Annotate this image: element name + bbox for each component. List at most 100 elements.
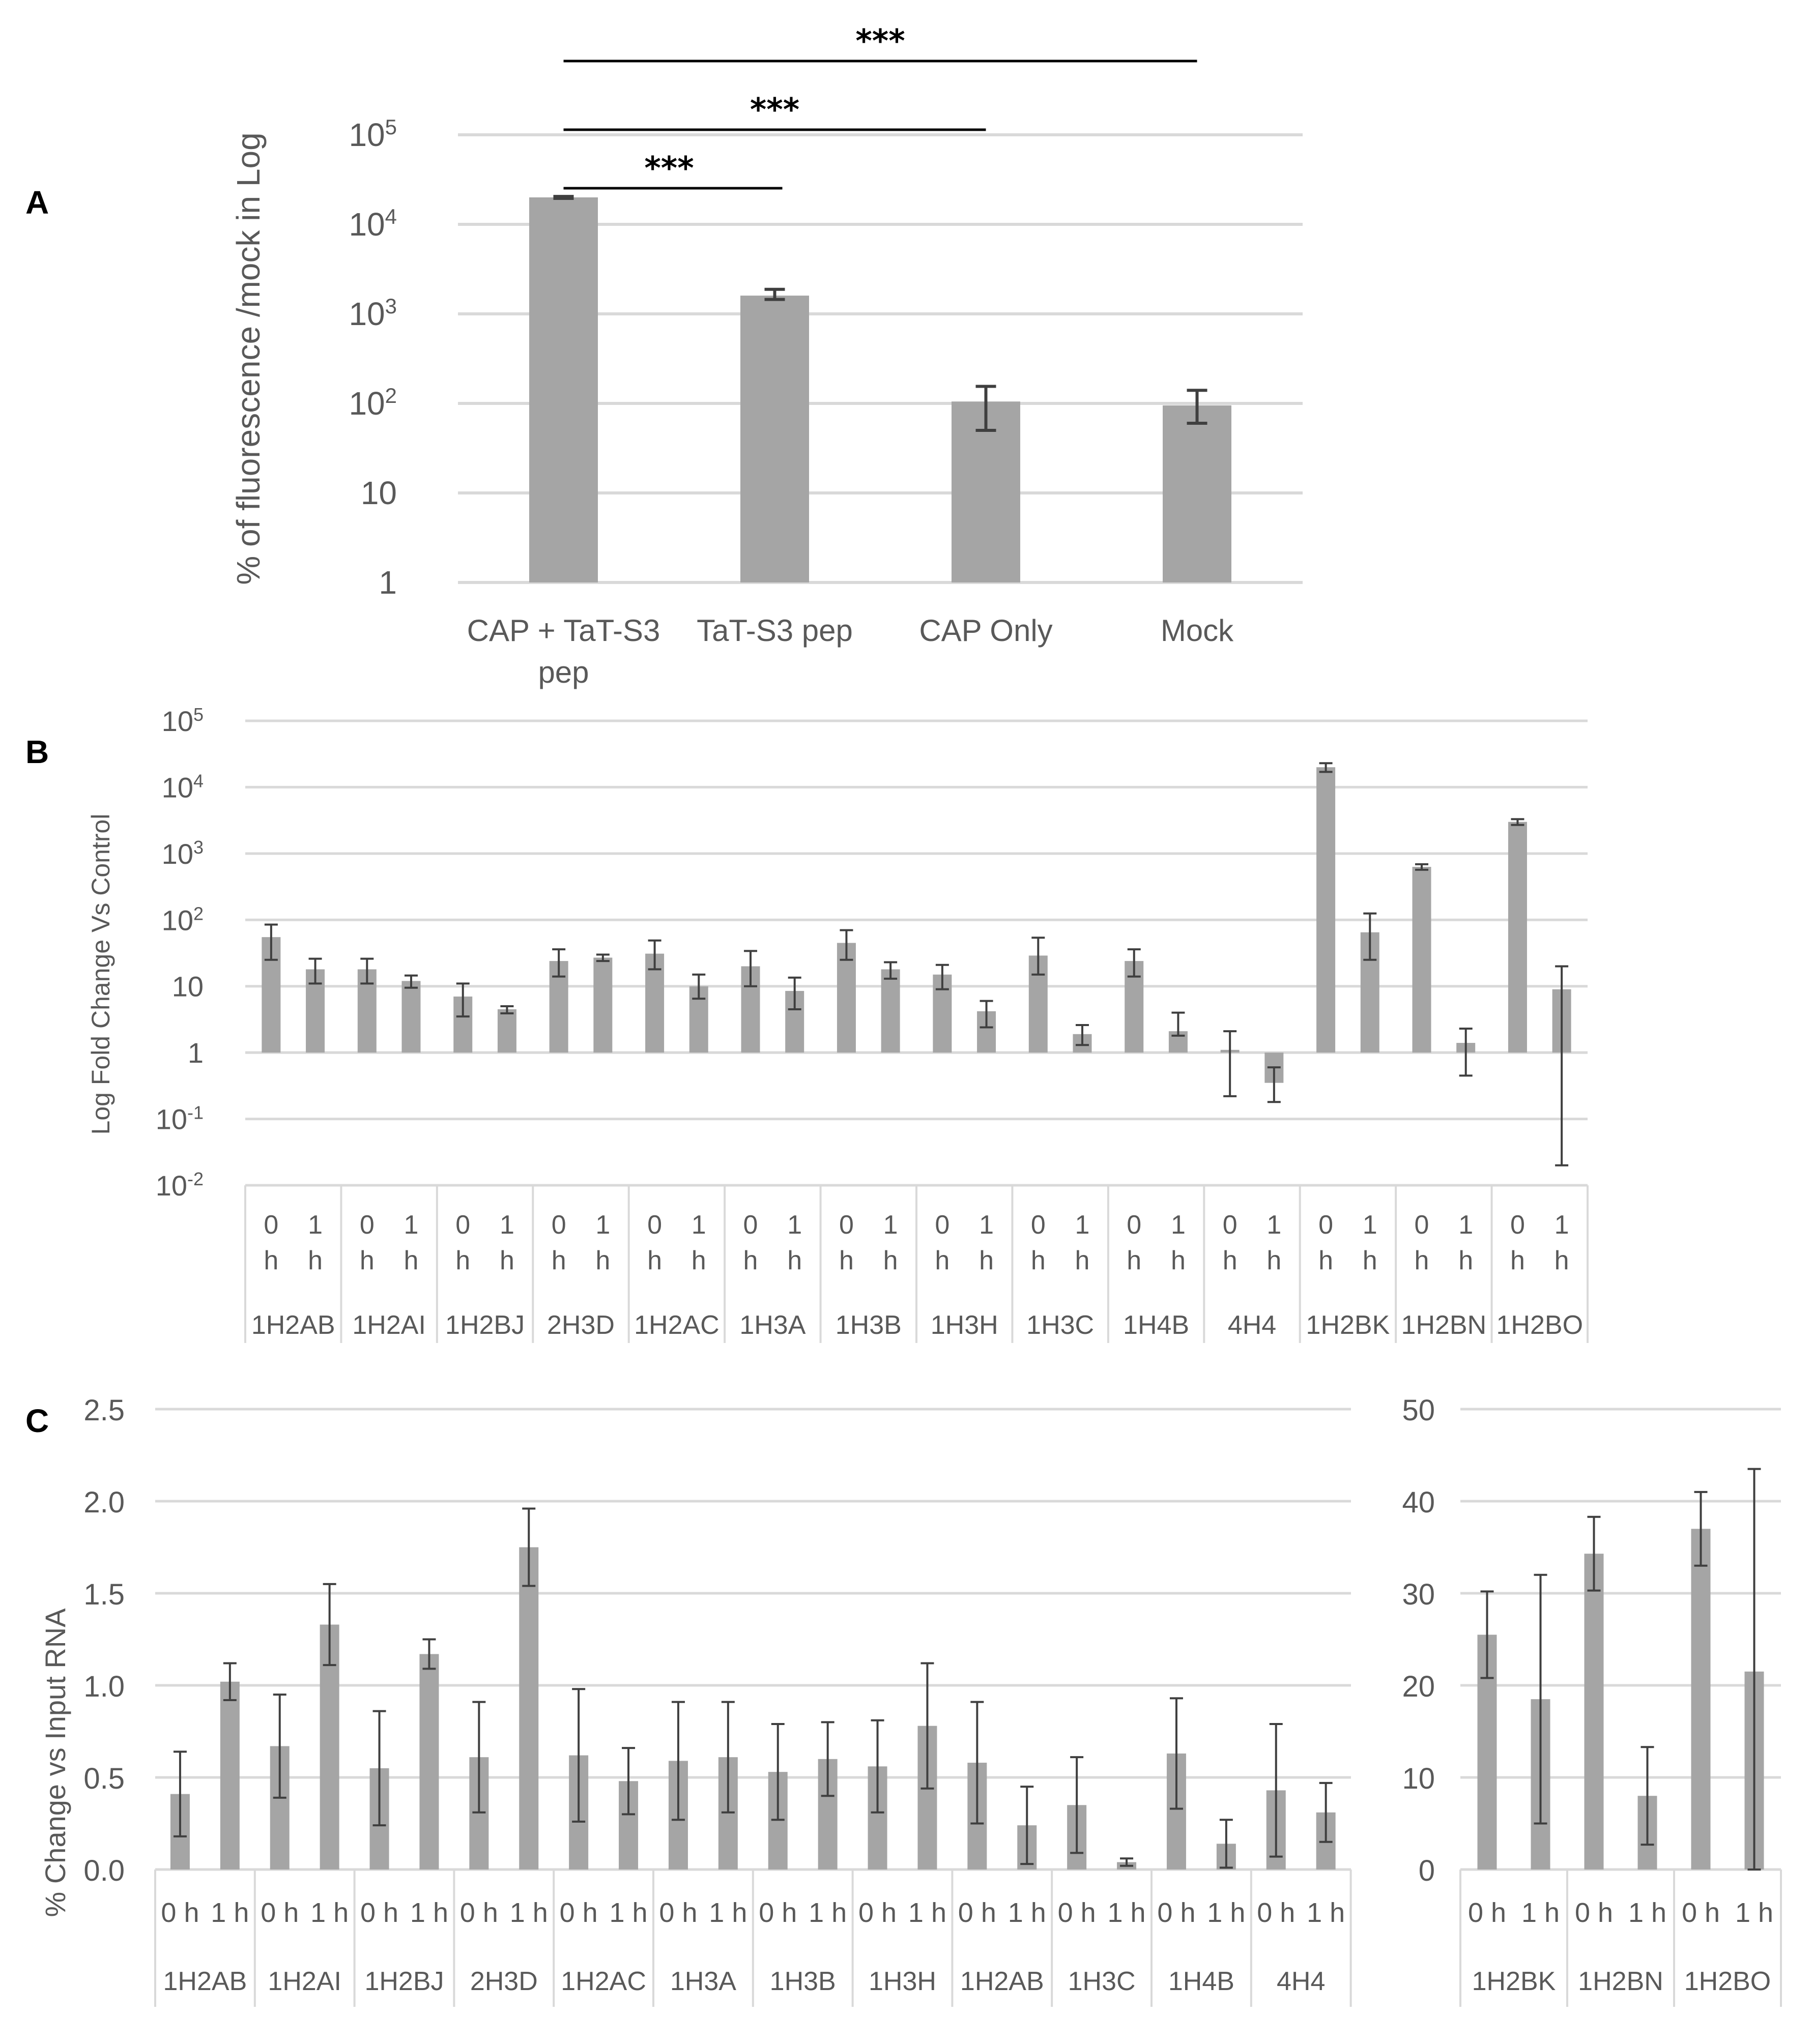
group-label: 1H2BO (1497, 1310, 1584, 1340)
group-label: 1H3H (869, 1967, 936, 1996)
bar (740, 296, 809, 582)
x-tick-label: h (360, 1246, 375, 1275)
x-tick-label: 0 h (1058, 1897, 1096, 1928)
x-tick-label: 0 h (560, 1897, 598, 1928)
x-tick-label: 0 (647, 1210, 662, 1240)
x-tick-label: h (595, 1246, 610, 1275)
chart-c: 0.0 0.5 1.0 1.5 2.0 2.5 % Change vs Input RNA 0… (39, 1394, 1352, 2007)
y-tick-label: 10 (361, 475, 397, 511)
x-tick-label: 0 h (1575, 1897, 1613, 1928)
x-tick-label: TaT-S3 pep (697, 614, 853, 648)
y-tick-label: 105 (349, 115, 397, 154)
group-label: 1H2BJ (364, 1967, 444, 1996)
x-tick-label: 1 (1555, 1210, 1569, 1240)
x-tick-label: h (1171, 1246, 1186, 1275)
x-tick-label: 0 (264, 1210, 278, 1240)
bar (1412, 867, 1431, 1053)
group-label: 1H4B (1123, 1310, 1189, 1340)
y-tick-label: 102 (162, 903, 204, 937)
group-label: 1H4B (1168, 1967, 1234, 1996)
bar (401, 981, 421, 1053)
y-tick-label: 0.5 (83, 1762, 125, 1795)
significance-stars: *** (750, 91, 799, 128)
x-tick-label: 1 (500, 1210, 514, 1240)
x-tick-label: 0 h (1468, 1897, 1506, 1928)
bar (881, 969, 900, 1053)
y-tick-label: 103 (162, 836, 204, 870)
bar (837, 943, 856, 1053)
y-tick-label: 50 (1402, 1394, 1435, 1427)
x-tick-label: h (1267, 1246, 1281, 1275)
x-tick-label: h (1458, 1246, 1473, 1275)
x-tick-label: 1 (1363, 1210, 1377, 1240)
x-tick-label: 1 h (809, 1897, 847, 1928)
x-tick-label: h (1510, 1246, 1525, 1275)
y-tick-label: 10 (172, 971, 204, 1003)
group-label: 1H2AB (960, 1967, 1044, 1996)
x-tick-label: 0 h (858, 1897, 897, 1928)
x-tick-label: h (264, 1246, 278, 1275)
x-tick-label: 1 h (1628, 1897, 1666, 1928)
x-tick-label: 0 h (659, 1897, 697, 1928)
x-tick-label: 1 h (1207, 1897, 1245, 1928)
y-tick-label: 10 (1402, 1762, 1435, 1795)
x-tick-label: h (647, 1246, 662, 1275)
x-tick-label: Mock (1161, 614, 1234, 648)
x-tick-label: h (1031, 1246, 1046, 1275)
group-label: 1H3B (836, 1310, 902, 1340)
y-tick-label: 1.5 (83, 1578, 125, 1611)
group-label: 1H3C (1068, 1967, 1136, 1996)
group-label: 2H3D (470, 1967, 538, 1996)
y-tick-label: 104 (162, 770, 204, 804)
x-tick-label: 1 (692, 1210, 706, 1240)
x-tick-label: 0 (1127, 1210, 1141, 1240)
x-tick-label: 1 (308, 1210, 323, 1240)
bar (1508, 822, 1527, 1053)
x-tick-label: 0 h (161, 1897, 199, 1928)
x-tick-label: 0 h (958, 1897, 996, 1928)
x-tick-label: 1 h (310, 1897, 349, 1928)
group-label: 1H3A (739, 1310, 805, 1340)
group-label: 1H3H (931, 1310, 998, 1340)
bar (593, 957, 613, 1053)
x-tick-label: 0 h (261, 1897, 299, 1928)
group-label: 1H3B (770, 1967, 836, 1996)
x-tick-label: 0 (455, 1210, 470, 1240)
y-axis-label: % of fluorescence /mock in Log (230, 132, 267, 585)
y-tick-label: 102 (349, 384, 397, 422)
x-tick-label: 0 (1318, 1210, 1333, 1240)
group-label: 1H2BN (1578, 1967, 1663, 1996)
y-tick-label: 10-2 (156, 1169, 204, 1202)
x-tick-label: h (787, 1246, 802, 1275)
x-tick-label: 1 (787, 1210, 802, 1240)
x-tick-label: h (308, 1246, 323, 1275)
x-tick-label: h (1127, 1246, 1141, 1275)
x-tick-label: 0 (839, 1210, 854, 1240)
x-tick-label: 1 (404, 1210, 419, 1240)
x-tick-label: 1 h (410, 1897, 448, 1928)
x-tick-label: 1 (1458, 1210, 1473, 1240)
x-tick-label: 1 h (1735, 1897, 1773, 1928)
x-tick-label: 1 (595, 1210, 610, 1240)
x-tick-label: 1 (883, 1210, 898, 1240)
y-axis-label: Log Fold Change Vs Control (87, 814, 115, 1135)
bar (529, 197, 598, 583)
y-tick-label: 1 (379, 564, 397, 601)
x-tick-label: h (552, 1246, 566, 1275)
panel-label-c: C (25, 1403, 49, 1439)
group-label: 1H2BJ (445, 1310, 525, 1340)
group-label: 1H2AI (352, 1310, 426, 1340)
y-axis-label: % Change vs Input RNA (39, 1608, 71, 1917)
y-tick-label: 0.0 (83, 1854, 125, 1887)
x-tick-label: 0 h (460, 1897, 498, 1928)
group-label: 1H2BO (1684, 1967, 1771, 1996)
bar (1316, 767, 1336, 1053)
x-tick-label: h (500, 1246, 514, 1275)
x-tick-label: 1 h (1108, 1897, 1146, 1928)
bar (519, 1547, 539, 1870)
x-tick-label: h (1555, 1246, 1569, 1275)
x-tick-label: 1 h (510, 1897, 548, 1928)
x-tick-label: h (1318, 1246, 1333, 1275)
x-tick-label: 0 (743, 1210, 758, 1240)
